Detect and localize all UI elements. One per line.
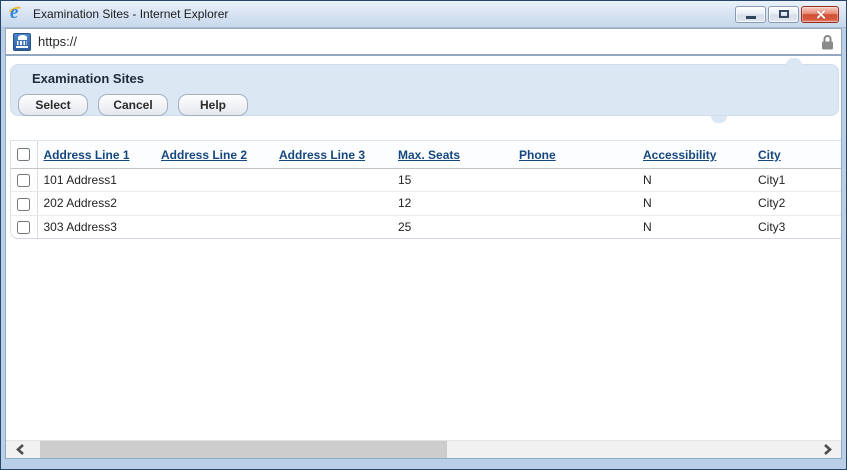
window-title: Examination Sites - Internet Explorer xyxy=(33,7,229,21)
cell-address3 xyxy=(273,168,392,193)
table-row: 202 Address2 12 N City2 xyxy=(11,191,841,216)
lock-icon xyxy=(821,34,834,50)
cell-accessibility: N xyxy=(637,168,752,193)
scrollbar-thumb[interactable] xyxy=(40,441,447,458)
chevron-right-icon xyxy=(823,444,832,455)
chevron-left-icon xyxy=(15,444,24,455)
examination-sites-table: Address Line 1 Address Line 2 Address Li… xyxy=(10,140,841,239)
cell-address2 xyxy=(155,168,273,193)
window-controls xyxy=(735,5,839,23)
select-all-checkbox[interactable] xyxy=(17,147,31,161)
page-content: Examination Sites Select Cancel Help Add… xyxy=(5,55,842,459)
cell-max-seats: 15 xyxy=(392,168,513,193)
row-checkbox[interactable] xyxy=(17,197,31,211)
horizontal-scrollbar[interactable] xyxy=(6,440,841,458)
minimize-button[interactable] xyxy=(735,5,766,23)
maximize-icon xyxy=(778,10,789,18)
cell-address1: 202 Address2 xyxy=(37,191,155,216)
cell-address2 xyxy=(155,215,273,238)
address-bar[interactable]: https:// xyxy=(5,28,842,55)
table-header-row: Address Line 1 Address Line 2 Address Li… xyxy=(11,141,841,169)
panel-corner-decoration xyxy=(711,116,727,123)
column-header-accessibility[interactable]: Accessibility xyxy=(643,148,717,162)
government-building-icon xyxy=(13,32,31,51)
close-button[interactable] xyxy=(801,5,839,23)
cell-max-seats: 12 xyxy=(392,191,513,216)
cell-city: City3 xyxy=(758,219,786,234)
cell-address3 xyxy=(273,215,392,238)
row-checkbox[interactable] xyxy=(17,220,31,234)
cell-phone xyxy=(513,168,637,193)
column-header-address-line-2[interactable]: Address Line 2 xyxy=(161,148,248,162)
row-checkbox[interactable] xyxy=(17,174,31,188)
toolbar: Select Cancel Help xyxy=(18,94,258,116)
minimize-icon xyxy=(745,15,756,19)
table-row: 101 Address1 15 N City1 xyxy=(11,168,841,193)
table-row: 303 Address3 25 N City3 xyxy=(11,215,841,238)
scroll-right-button[interactable] xyxy=(813,441,841,458)
select-button[interactable]: Select xyxy=(18,94,88,116)
panel-corner-decoration xyxy=(786,58,802,65)
close-icon xyxy=(815,9,826,20)
cell-phone xyxy=(513,215,637,238)
url-field[interactable]: https:// xyxy=(38,34,78,49)
ie-logo-icon: e xyxy=(6,2,27,23)
cell-city: City1 xyxy=(752,168,841,193)
column-header-city[interactable]: City xyxy=(758,148,781,162)
cell-phone xyxy=(513,191,637,216)
cancel-button[interactable]: Cancel xyxy=(98,94,168,116)
column-header-address-line-1[interactable]: Address Line 1 xyxy=(43,148,130,162)
maximize-button[interactable] xyxy=(768,5,799,23)
cell-accessibility: N xyxy=(643,219,652,234)
page-title: Examination Sites xyxy=(32,71,144,86)
column-header-max-seats[interactable]: Max. Seats xyxy=(398,148,461,162)
scroll-left-button[interactable] xyxy=(6,441,34,458)
cell-address1: 101 Address1 xyxy=(37,168,155,193)
column-header-address-line-3[interactable]: Address Line 3 xyxy=(279,148,366,162)
cell-address2 xyxy=(155,191,273,216)
cell-city: City2 xyxy=(752,191,841,216)
cell-accessibility: N xyxy=(637,191,752,216)
cell-address1: 303 Address3 xyxy=(43,219,117,234)
column-header-phone[interactable]: Phone xyxy=(519,148,556,162)
cell-max-seats: 25 xyxy=(398,219,412,234)
help-button[interactable]: Help xyxy=(178,94,248,116)
cell-address3 xyxy=(273,191,392,216)
title-bar[interactable]: e Examination Sites - Internet Explorer xyxy=(1,1,846,28)
